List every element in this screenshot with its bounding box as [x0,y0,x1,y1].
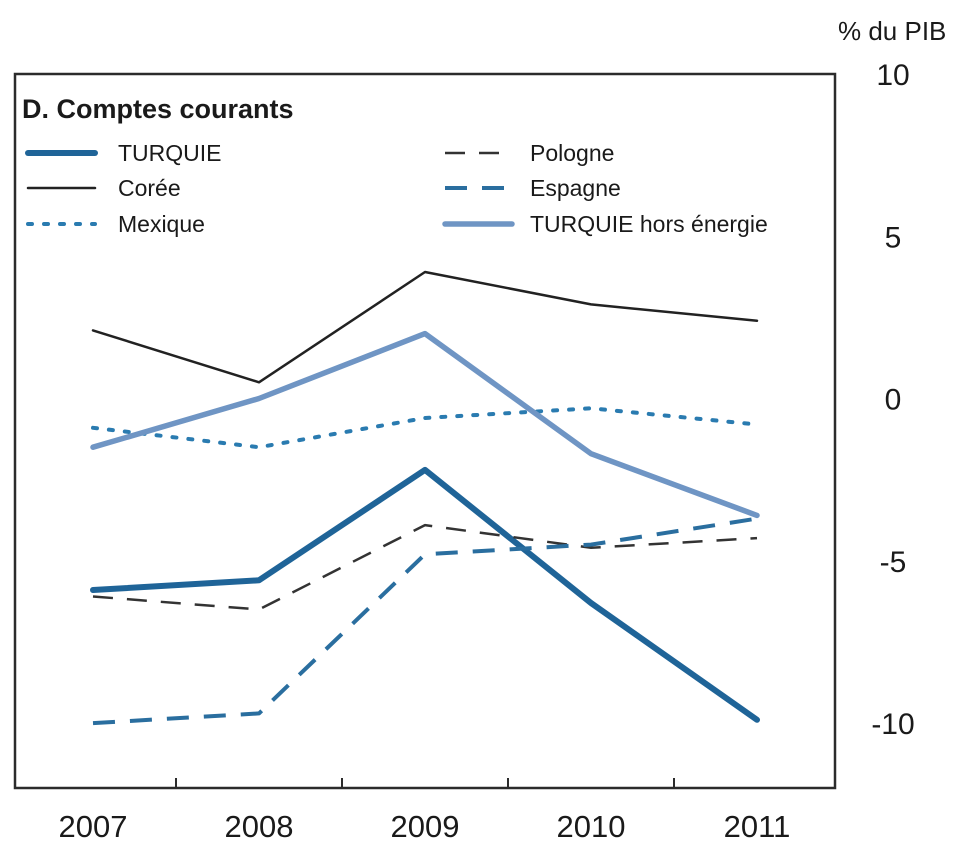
legend-label: TURQUIE hors énergie [530,211,768,237]
legend-label: Mexique [118,211,205,237]
series-line-1 [90,466,760,723]
axis-ticks: 10 5 0 -5 -10 2007 2008 2009 2010 2011 [59,59,915,844]
series-line-4 [92,523,758,611]
legend-label: TURQUIE [118,140,222,166]
legend-label: Espagne [530,175,621,201]
y-tick-label: 10 [876,59,909,92]
x-tick-label: 2009 [391,809,460,841]
x-tick-label: 2007 [59,809,128,841]
y-tick-label: -10 [871,708,914,741]
legend-label: Corée [118,175,181,201]
legend: TURQUIE Corée Mexique Pologne Espagne TURQUIE… [25,140,768,237]
series-line-3 [91,406,759,450]
legend-label: Pologne [530,140,614,166]
x-tick-label: 2010 [557,809,626,841]
series-line-2 [91,270,759,384]
series-lines [90,270,760,726]
x-tick-label: 2011 [724,809,791,841]
chart-title: D. Comptes courants [22,94,294,124]
y-tick-label: 5 [885,221,902,254]
series-line-6 [90,330,760,519]
x-tick-label: 2008 [225,809,294,841]
y-tick-label: -5 [880,546,907,579]
y-tick-label: 0 [885,384,902,417]
y-axis-unit: % du PIB [838,16,946,46]
